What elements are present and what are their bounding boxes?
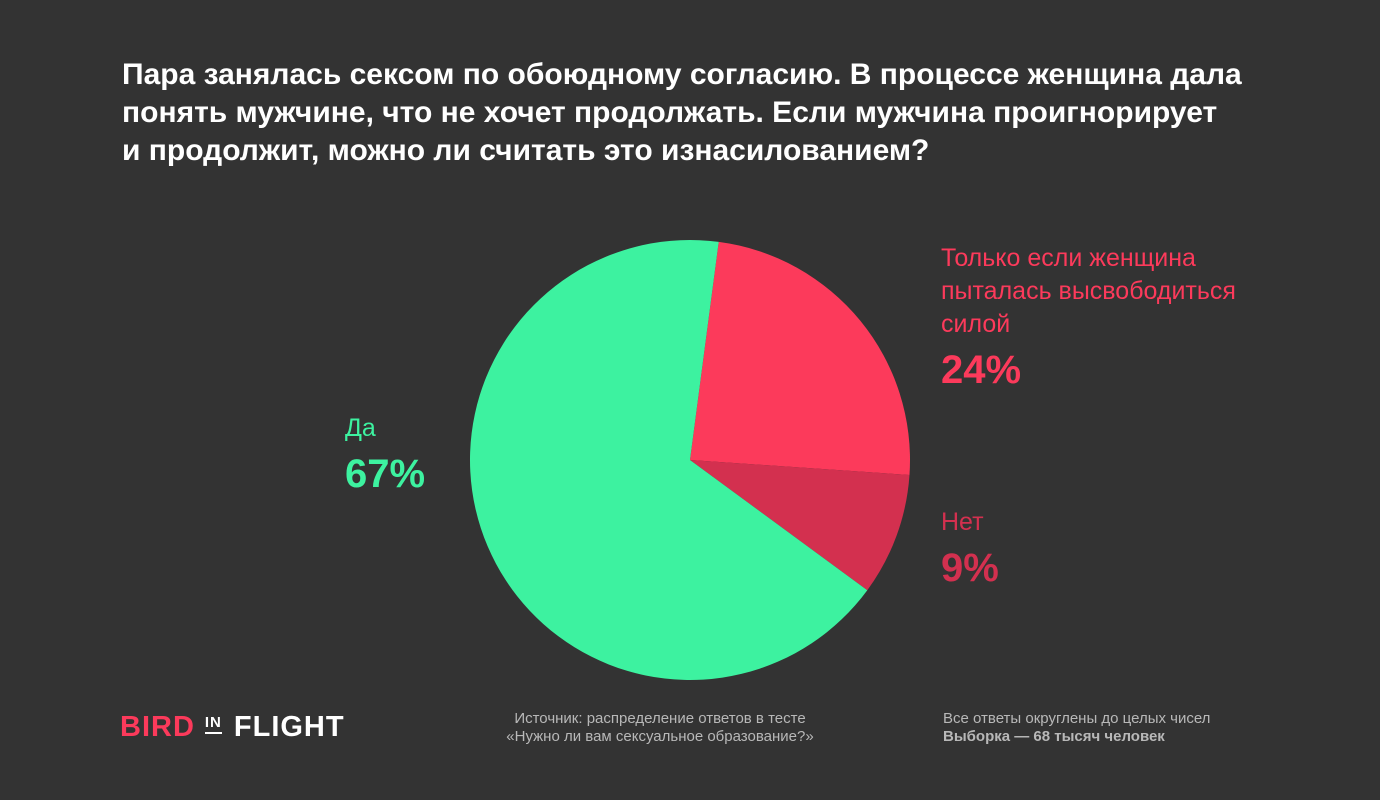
logo-bird-text: BIRD — [120, 711, 195, 743]
logo-flight-text: FLIGHT — [233, 711, 345, 743]
label-yes: Да 67% — [345, 412, 425, 497]
source-line-2: «Нужно ли вам сексуальное образование?» — [506, 728, 814, 745]
pie-slice-0 — [690, 241, 910, 475]
pie-slice-2 — [469, 239, 868, 680]
label-no-percent: 9% — [941, 546, 999, 590]
label-only-if-percent: 24% — [941, 348, 1022, 392]
rounding-note: Все ответы округлены до целых чисел Выбо… — [943, 710, 1210, 746]
source-note: Источник: распределение ответов в тесте … — [470, 710, 850, 746]
source-line-1: Источник: распределение ответов в тесте — [514, 710, 806, 727]
pie-slice-1 — [690, 460, 910, 591]
note-line-2: Выборка — 68 тысяч человек — [943, 728, 1165, 745]
note-line-1: Все ответы округлены до целых чисел — [943, 710, 1211, 727]
label-yes-name: Да — [345, 414, 376, 442]
label-yes-percent: 67% — [345, 452, 426, 496]
chart-title: Пара занялась сексом по обоюдному соглас… — [122, 58, 1242, 167]
bird-in-flight-logo: BIRD IN FLIGHT — [120, 711, 345, 744]
label-no: Нет 9% — [941, 506, 999, 591]
label-only-if: Только если женщина пыталась высвободить… — [941, 242, 1301, 393]
logo-in-text: IN — [204, 715, 222, 734]
label-no-name: Нет — [941, 508, 984, 536]
label-only-if-name: Только если женщина пыталась высвободить… — [941, 244, 1236, 338]
